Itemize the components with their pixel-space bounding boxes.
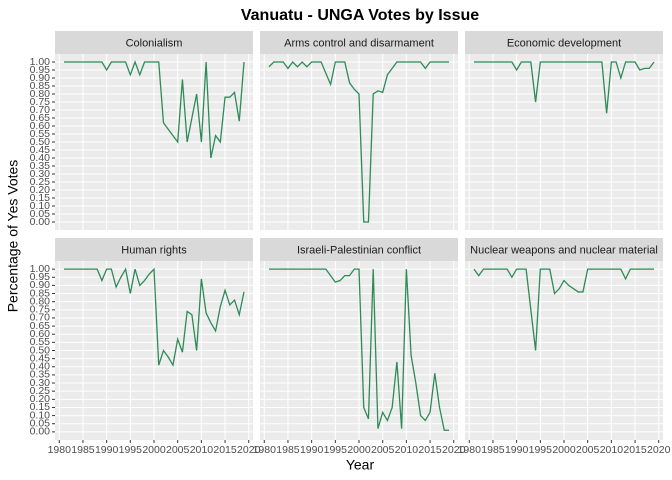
y-tick-label: 0.15 xyxy=(30,192,51,204)
y-tick-label: 0.70 xyxy=(30,104,51,116)
y-tick-label: 0.05 xyxy=(30,208,51,220)
y-tick-label: 0.65 xyxy=(30,320,51,332)
y-tick-label: 0.50 xyxy=(30,136,51,148)
series-line xyxy=(473,268,654,351)
y-tick-label: 0.05 xyxy=(30,418,51,430)
x-tick-label: 1990 xyxy=(505,444,529,456)
x-tick-label: 2020 xyxy=(442,444,466,456)
x-tick-label: 1980 xyxy=(253,444,277,456)
strip-background xyxy=(465,238,663,261)
x-tick-label: 2020 xyxy=(647,444,671,456)
x-tick-label: 2005 xyxy=(371,444,395,456)
x-tick-label: 2000 xyxy=(142,444,166,456)
y-tick-label: 0.75 xyxy=(30,304,51,316)
y-tick-label: 0.65 xyxy=(30,112,51,124)
y-tick-label: 0.00 xyxy=(30,216,51,228)
strip-background xyxy=(55,238,253,261)
y-tick-label: 0.20 xyxy=(30,393,51,405)
y-tick-label: 0.35 xyxy=(30,369,51,381)
x-tick-label: 1980 xyxy=(48,444,72,456)
series-line xyxy=(268,61,449,223)
y-tick-label: 0.95 xyxy=(30,64,51,76)
y-tick-label: 0.50 xyxy=(30,344,51,356)
series-line xyxy=(64,60,245,159)
y-axis-label: Percentage of Yes Votes xyxy=(5,160,21,313)
y-tick-label: 0.25 xyxy=(30,176,51,188)
x-tick-label: 1980 xyxy=(458,444,482,456)
y-tick-label: 1.00 xyxy=(30,263,51,275)
series-line xyxy=(64,267,245,367)
y-tick-label: 0.75 xyxy=(30,96,51,108)
panel-title: Nuclear weapons and nuclear material xyxy=(470,244,658,256)
y-tick-label: 0.30 xyxy=(30,168,51,180)
y-tick-label: 0.30 xyxy=(30,377,51,389)
panel-title: Colonialism xyxy=(126,37,183,49)
panel-title: Israeli-Palestinian conflict xyxy=(297,244,421,256)
y-tick-label: 0.80 xyxy=(30,88,51,100)
x-tick-label: 2020 xyxy=(237,444,261,456)
panel-title: Human rights xyxy=(121,244,187,256)
x-tick-label: 1995 xyxy=(324,444,348,456)
x-tick-label: 2000 xyxy=(552,444,576,456)
y-tick-label: 0.35 xyxy=(30,160,51,172)
y-tick-label: 0.60 xyxy=(30,328,51,340)
y-tick-label: 0.55 xyxy=(30,336,51,348)
y-tick-label: 0.95 xyxy=(30,271,51,283)
strip-background xyxy=(465,31,663,54)
x-tick-label: 1990 xyxy=(300,444,324,456)
series-line xyxy=(269,268,449,431)
x-tick-label: 2015 xyxy=(418,444,442,456)
y-tick-label: 0.80 xyxy=(30,295,51,307)
y-tick-label: 0.85 xyxy=(30,287,51,299)
y-tick-label: 0.15 xyxy=(30,401,51,413)
y-tick-label: 0.40 xyxy=(30,152,51,164)
y-tick-label: 0.90 xyxy=(30,279,51,291)
x-tick-label: 2010 xyxy=(395,444,419,456)
x-tick-label: 1990 xyxy=(95,444,119,456)
x-tick-label: 2010 xyxy=(600,444,624,456)
y-tick-label: 0.40 xyxy=(30,361,51,373)
x-tick-label: 1985 xyxy=(71,444,95,456)
y-tick-label: 0.85 xyxy=(30,80,51,92)
series-line xyxy=(474,61,655,114)
panel-title: Arms control and disarmament xyxy=(284,37,434,49)
x-tick-label: 2005 xyxy=(166,444,190,456)
x-tick-label: 1995 xyxy=(529,444,553,456)
y-tick-label: 0.20 xyxy=(30,184,51,196)
y-tick-label: 0.00 xyxy=(30,426,51,438)
y-tick-label: 0.60 xyxy=(30,120,51,132)
y-tick-label: 0.70 xyxy=(30,312,51,324)
y-tick-label: 0.55 xyxy=(30,128,51,140)
x-tick-label: 2015 xyxy=(623,444,647,456)
y-tick-label: 0.25 xyxy=(30,385,51,397)
x-tick-label: 1995 xyxy=(119,444,143,456)
x-axis-label: Year xyxy=(346,457,375,473)
y-tick-label: 0.45 xyxy=(30,144,51,156)
strip-background xyxy=(55,31,253,54)
x-tick-label: 1985 xyxy=(276,444,300,456)
panel-title: Economic development xyxy=(507,37,621,49)
y-tick-label: 0.10 xyxy=(30,409,51,421)
x-tick-label: 2010 xyxy=(190,444,214,456)
x-tick-label: 2015 xyxy=(213,444,237,456)
chart-title: Vanuatu - UNGA Votes by Issue xyxy=(241,7,479,24)
y-tick-label: 0.10 xyxy=(30,200,51,212)
y-tick-label: 0.90 xyxy=(30,72,51,84)
y-tick-label: 0.45 xyxy=(30,352,51,364)
y-tick-label: 1.00 xyxy=(30,56,51,68)
x-tick-label: 2005 xyxy=(576,444,600,456)
x-tick-label: 2000 xyxy=(347,444,371,456)
strip-background xyxy=(260,31,458,54)
strip-background xyxy=(260,238,458,261)
x-tick-label: 1985 xyxy=(481,444,505,456)
